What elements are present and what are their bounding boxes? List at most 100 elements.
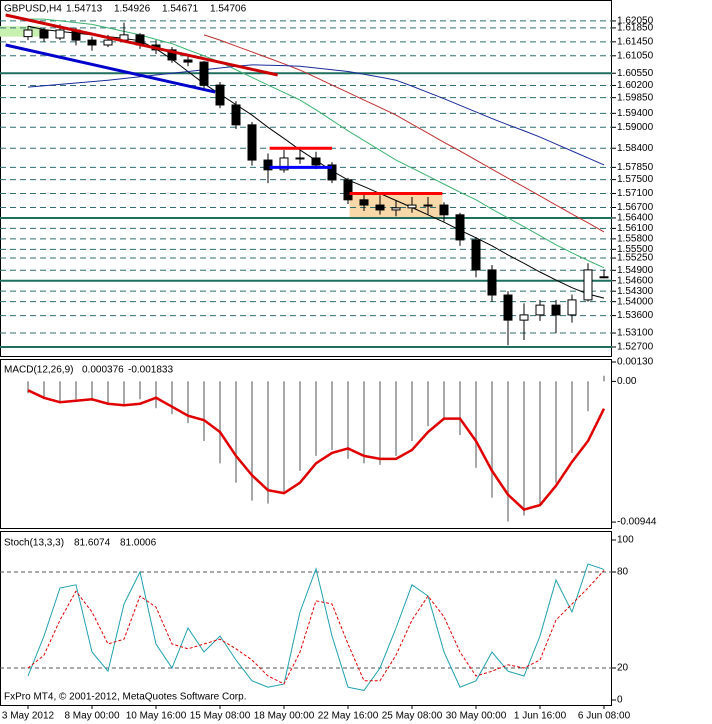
candle-body (279, 157, 289, 171)
candle-body (583, 269, 593, 301)
y-tick-label: 1.54300 (617, 286, 654, 297)
y-tick-label: 1.57100 (617, 188, 654, 199)
series-line (27, 64, 605, 166)
x-tick-label: 10 May 16:00 (126, 711, 187, 722)
header-value: 1.54671 (162, 4, 199, 15)
histogram-bar (203, 381, 205, 441)
x-tick-label: 30 May 00:00 (446, 711, 507, 722)
histogram-bar (443, 381, 445, 421)
y-tick-label: 1.60200 (617, 80, 654, 91)
series-line (27, 563, 605, 691)
x-tick-label: 8 May 00:00 (64, 711, 119, 722)
y-tick-label: 1.56400 (617, 213, 654, 224)
y-tick-label: 0.00130 (617, 357, 654, 368)
y-tick-label: 1.53100 (617, 328, 654, 339)
footer: FxPro MT4, © 2001-2012, MetaQuotes Softw… (4, 692, 246, 703)
candle-body (391, 207, 401, 211)
y-tick-label: 1.61050 (617, 50, 654, 61)
candle-body (551, 304, 561, 316)
candle-body (439, 204, 449, 216)
candle-body (535, 304, 545, 316)
series-line (27, 389, 606, 511)
header-value: 0.000376 (82, 365, 124, 376)
y-tick-label: 1.60550 (617, 68, 654, 79)
histogram-bar (219, 381, 221, 464)
histogram-bar (299, 381, 301, 471)
histogram-bar (267, 381, 269, 504)
histogram-bar (475, 381, 477, 468)
candle-body (503, 294, 513, 321)
candle-body (247, 124, 257, 161)
header-value: 81.0006 (120, 538, 157, 549)
candle-body (567, 299, 577, 316)
y-tick-label: 80 (617, 567, 629, 578)
histogram-bar (123, 381, 125, 406)
histogram-bar (571, 381, 573, 453)
header-value: -0.001833 (128, 365, 173, 376)
series-line (203, 34, 605, 233)
x-tick-label: 15 May 08:00 (190, 711, 251, 722)
candle-body (471, 239, 481, 271)
candle-body (295, 157, 305, 160)
y-tick-label: 1.54000 (617, 296, 654, 307)
macd-panel (0, 359, 612, 529)
y-tick-label: 1.61450 (617, 36, 654, 47)
candle-body (343, 179, 353, 201)
y-tick-label: 1.54900 (617, 265, 654, 276)
candle-body (487, 269, 497, 296)
y-tick-label: 1.57850 (617, 162, 654, 173)
y-tick-label: 1.56700 (617, 202, 654, 213)
y-tick-label: 1.55800 (617, 234, 654, 245)
y-tick-label: 0.00 (617, 376, 637, 387)
histogram-bar (235, 381, 237, 483)
y-tick-label: -0.00944 (617, 517, 657, 528)
histogram-bar (155, 381, 157, 409)
y-tick-label: 1.55250 (617, 253, 654, 264)
series-line (27, 570, 605, 685)
candle-body (599, 276, 609, 279)
histogram-bar (587, 381, 589, 412)
histogram-bar (395, 381, 397, 456)
histogram-bar (379, 381, 381, 465)
x-tick-label: 6 Jun 08:00 (578, 711, 631, 722)
candle-body (423, 204, 433, 207)
panel-title: GBPUSD,H4 (4, 4, 62, 15)
y-tick-label: 1.59850 (617, 92, 654, 103)
y-tick-label: 1.53600 (617, 310, 654, 321)
candle-body (375, 204, 385, 211)
candle-body (263, 159, 273, 171)
candle-body (455, 214, 465, 241)
candle-body (39, 29, 49, 39)
candle-body (519, 314, 529, 321)
panel-title: Stoch(13,3,3) (4, 538, 64, 549)
header-value: 1.54713 (66, 4, 103, 15)
histogram-bar (91, 381, 93, 401)
x-tick-label: 18 May 00:00 (254, 711, 315, 722)
y-tick-label: 1.57500 (617, 174, 654, 185)
histogram-bar (427, 381, 429, 427)
y-tick-label: 1.58400 (617, 143, 654, 154)
price-panel (0, 0, 612, 357)
histogram-bar (27, 381, 29, 394)
header-value: 1.54926 (114, 4, 151, 15)
y-tick-label: 1.54600 (617, 275, 654, 286)
histogram-bar (251, 381, 253, 501)
histogram-bar (539, 381, 541, 504)
y-tick-label: 20 (617, 663, 629, 674)
histogram-bar (347, 381, 349, 459)
histogram-bar (331, 381, 333, 450)
y-tick-label: 1.55500 (617, 244, 654, 255)
x-tick-label: 22 May 16:00 (318, 711, 379, 722)
y-tick-label: 1.61850 (617, 23, 654, 34)
histogram-bar (43, 381, 45, 400)
candle-body (23, 29, 33, 38)
histogram-bar (555, 381, 557, 483)
histogram-bar (283, 381, 285, 492)
histogram-bar (59, 381, 61, 403)
y-tick-label: 1.59400 (617, 108, 654, 119)
candle-body (167, 49, 177, 61)
